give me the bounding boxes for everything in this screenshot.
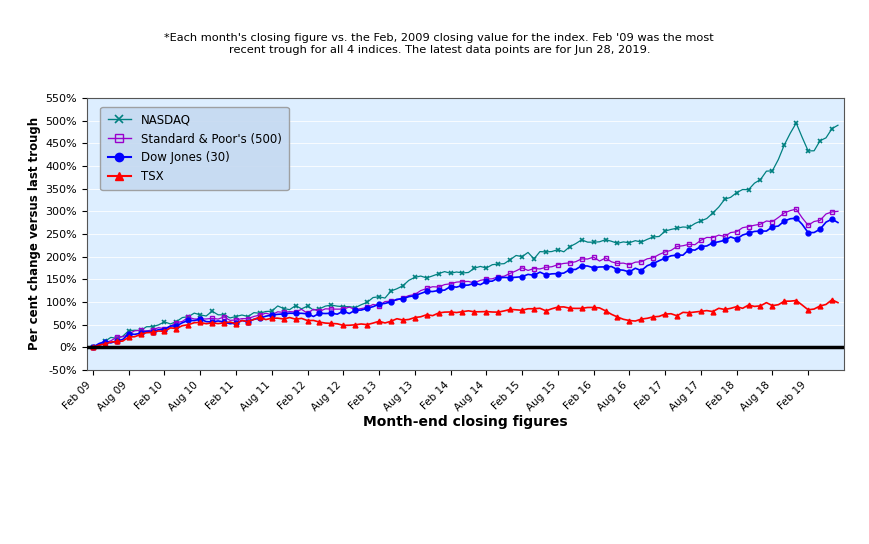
Dow Jones (30) (790, 215, 800, 221)
NASDAQ (439, 268, 449, 275)
Standard & Poor's (500) (278, 309, 289, 316)
Dow Jones (30) (581, 263, 592, 269)
Dow Jones (30) (832, 219, 842, 226)
TSX (826, 296, 836, 303)
Standard & Poor's (500) (136, 327, 146, 333)
Standard & Poor's (500) (832, 208, 842, 214)
Line: Standard & Poor's (500): Standard & Poor's (500) (90, 207, 839, 350)
Standard & Poor's (500) (528, 265, 539, 272)
Standard & Poor's (500) (88, 344, 98, 350)
TSX (88, 344, 98, 350)
NASDAQ (546, 248, 556, 255)
Dow Jones (30) (88, 344, 98, 350)
TSX (278, 316, 289, 322)
Line: NASDAQ: NASDAQ (90, 121, 839, 350)
TSX (136, 331, 146, 338)
TSX (581, 304, 592, 311)
NASDAQ (832, 122, 842, 128)
Standard & Poor's (500) (581, 256, 592, 262)
Y-axis label: Per cent change versus last trough: Per cent change versus last trough (29, 118, 42, 350)
TSX (528, 306, 539, 312)
NASDAQ (88, 344, 98, 350)
Line: Dow Jones (30): Dow Jones (30) (90, 216, 839, 350)
Dow Jones (30) (278, 311, 289, 317)
Text: *Each month's closing figure vs. the Feb, 2009 closing value for the index. Feb : *Each month's closing figure vs. the Feb… (164, 33, 713, 55)
NASDAQ (790, 120, 800, 126)
TSX (546, 306, 556, 312)
NASDAQ (136, 327, 146, 334)
Dow Jones (30) (528, 272, 539, 279)
Dow Jones (30) (439, 287, 449, 293)
Text: Percentage increases of key stock market indices since their Feb 2009 troughs:
 : Percentage increases of key stock market… (190, 477, 687, 505)
Standard & Poor's (500) (790, 206, 800, 212)
TSX (439, 309, 449, 316)
Standard & Poor's (500) (439, 281, 449, 288)
Legend: NASDAQ, Standard & Poor's (500), Dow Jones (30), TSX: NASDAQ, Standard & Poor's (500), Dow Jon… (100, 107, 289, 190)
Dow Jones (30) (546, 270, 556, 277)
NASDAQ (528, 256, 539, 262)
NASDAQ (278, 305, 289, 312)
Dow Jones (30) (136, 330, 146, 337)
Line: TSX: TSX (90, 298, 839, 350)
Standard & Poor's (500) (546, 263, 556, 270)
TSX (832, 299, 842, 306)
NASDAQ (581, 239, 592, 245)
Text: Month-end closing figures: Month-end closing figures (362, 415, 567, 429)
